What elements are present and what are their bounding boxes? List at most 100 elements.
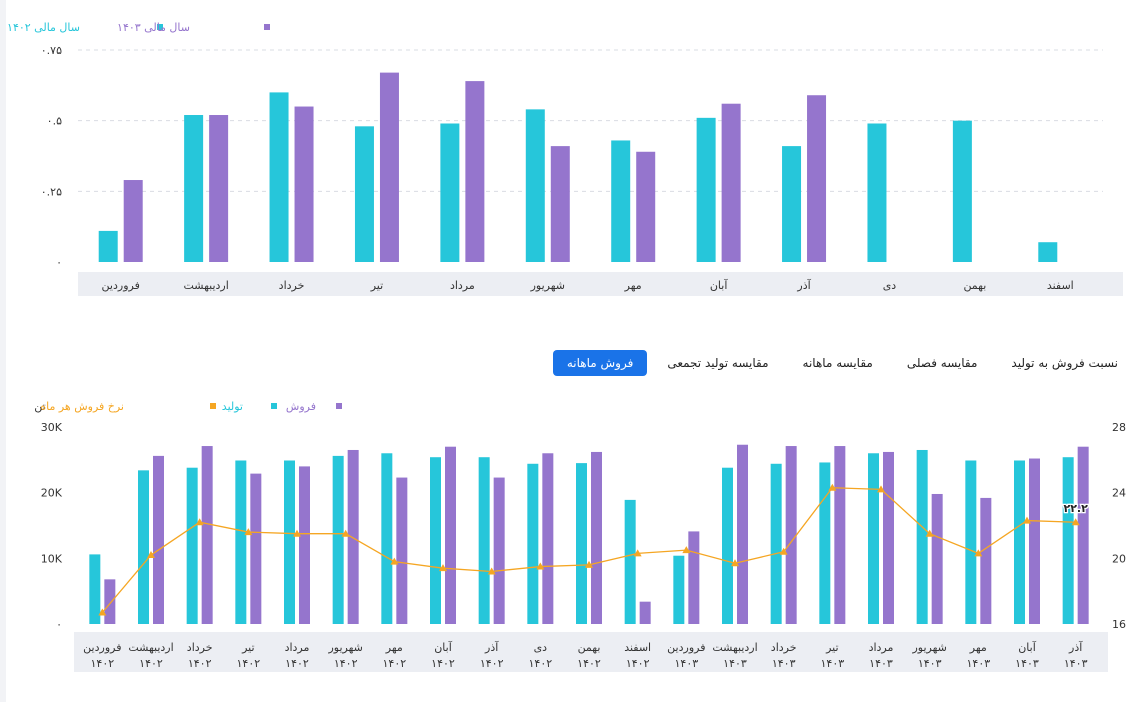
tab-4[interactable]: نسبت فروش به تولید <box>1011 356 1118 370</box>
x-tick-year: ۱۴۰۲ <box>139 657 163 670</box>
x-tick-year: ۱۴۰۳ <box>918 657 942 670</box>
legend-marker <box>271 403 277 409</box>
x-tick-label: مرداد <box>869 641 894 654</box>
y2-tick-label: 16 <box>1112 618 1126 631</box>
x-tick-label: خرداد <box>187 641 213 654</box>
x-tick-label: خرداد <box>279 279 305 292</box>
bar-1402 <box>611 140 631 262</box>
x-tick-year: ۱۴۰۲ <box>626 657 650 670</box>
x-tick-year: ۱۴۰۲ <box>431 657 455 670</box>
rate-point <box>195 518 204 526</box>
bar-sales <box>591 451 602 624</box>
x-tick-year: ۱۴۰۳ <box>967 657 991 670</box>
bar-1402 <box>440 123 460 262</box>
rate-point <box>147 551 155 559</box>
bar-production <box>430 457 441 624</box>
x-tick-label: تیر <box>825 641 838 654</box>
x-tick-label: شهریور <box>327 641 362 654</box>
rate-point <box>1023 516 1031 524</box>
x-tick-year: ۱۴۰۲ <box>285 657 309 670</box>
bar-1402 <box>782 146 802 262</box>
bar-1402 <box>952 120 972 263</box>
y-tick-label: ۰ <box>56 256 62 269</box>
tab-0[interactable]: فروش ماهانه <box>552 350 648 376</box>
x-tick-label: آذر <box>796 278 811 292</box>
bar-production <box>819 462 831 624</box>
x-tick-label: مهر <box>624 279 642 292</box>
bar-1403 <box>294 106 314 263</box>
bar-production <box>381 453 393 624</box>
x-tick-label: آبان <box>1018 640 1036 654</box>
bar-sales <box>542 453 554 624</box>
rate-point <box>925 529 934 537</box>
rate-point <box>293 529 301 537</box>
rate-point <box>244 528 253 536</box>
rate-point <box>828 483 837 491</box>
y-tick-label: 20K <box>41 487 63 500</box>
bar-sales <box>1029 458 1040 624</box>
x-tick-label: شهریور <box>911 641 946 654</box>
bar-sales <box>931 493 943 624</box>
bar-production <box>235 460 247 624</box>
x-tick-year: ۱۴۰۲ <box>529 657 553 670</box>
x-tick-label: آبان <box>710 278 728 292</box>
rate-point <box>877 485 885 493</box>
bar-production <box>284 460 295 624</box>
bar-1402 <box>184 115 204 262</box>
legend-item: سال مالی ۱۴۰۲ <box>7 21 163 34</box>
bar-production <box>770 463 782 624</box>
rate-point <box>98 608 107 616</box>
bar-sales <box>347 449 359 624</box>
tab-3[interactable]: مقایسه فصلی <box>906 356 978 370</box>
x-tick-year: ۱۴۰۳ <box>869 657 893 670</box>
bar-sales <box>980 497 992 624</box>
bar-production <box>916 449 928 624</box>
legend-marker <box>264 24 270 30</box>
bar-1402 <box>269 92 289 263</box>
bar-sales <box>639 601 651 624</box>
bar-1403 <box>379 72 399 262</box>
x-tick-year: ۱۴۰۲ <box>480 657 504 670</box>
bar-sales <box>883 451 894 624</box>
tab-1[interactable]: مقایسه تولید تجمعی <box>667 356 769 370</box>
bar-production <box>673 555 685 624</box>
bar-production <box>576 463 587 624</box>
rate-point <box>487 567 496 575</box>
legend-item: تولید <box>222 400 277 413</box>
bar-production <box>89 554 101 624</box>
bar-production <box>965 460 977 624</box>
bar-production <box>868 453 879 624</box>
x-axis-band <box>74 632 1108 672</box>
x-tick-label: فروردین <box>102 279 140 292</box>
left-edge-strip <box>0 0 6 702</box>
bar-sales <box>250 473 262 624</box>
bar-1403 <box>123 180 143 262</box>
bar-sales <box>104 579 116 624</box>
legend-item: نرخ فروش هر ماه <box>40 400 216 413</box>
x-tick-year: ۱۴۰۲ <box>383 657 407 670</box>
legend-marker <box>157 24 163 30</box>
x-tick-label: آبان <box>434 640 452 654</box>
bar-1403 <box>636 151 656 262</box>
bar-sales <box>493 477 505 624</box>
bar-sales <box>834 446 846 624</box>
monthly-sales-chart: تن ۰ 10K 20K 30K 16 20 24 28 ۲۲.۲ فروردین ۱۴۰۲ اردیب… <box>34 400 1126 672</box>
bar-1402 <box>696 117 716 262</box>
rate-point <box>779 547 788 555</box>
x-tick-label: اردیبهشت <box>128 641 173 654</box>
bar-1402 <box>1038 242 1058 262</box>
bar-production <box>478 457 490 624</box>
legend-label: نرخ فروش هر ماه <box>40 400 124 413</box>
bar-1403 <box>209 115 229 262</box>
bar-sales <box>396 477 408 624</box>
rate-point <box>974 549 983 557</box>
tab-2[interactable]: مقایسه ماهانه <box>802 356 873 370</box>
x-tick-year: ۱۴۰۲ <box>237 657 261 670</box>
x-tick-year: ۱۴۰۳ <box>1064 657 1088 670</box>
bar-1403 <box>465 81 485 263</box>
rate-point <box>633 549 642 557</box>
y2-tick-label: 24 <box>1112 487 1126 500</box>
y-tick-label: ۰.۲۵ <box>41 185 62 198</box>
rate-point <box>439 564 447 572</box>
bar-1402 <box>98 230 118 262</box>
